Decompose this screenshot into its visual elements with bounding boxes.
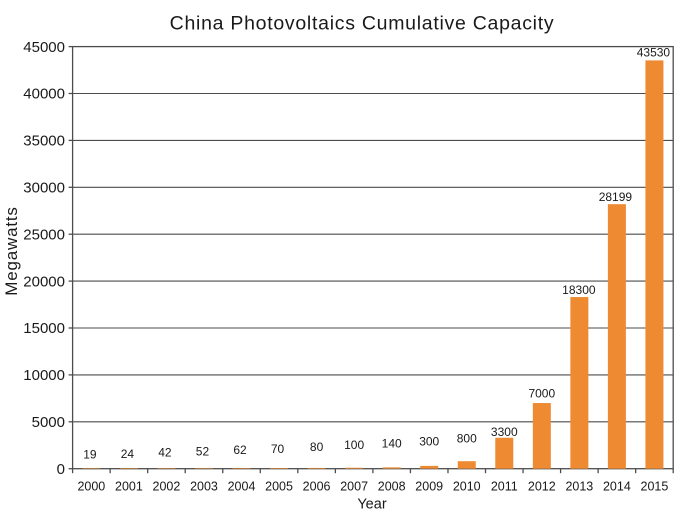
svg-text:80: 80 <box>310 440 324 454</box>
svg-text:42: 42 <box>158 446 172 460</box>
svg-text:15000: 15000 <box>23 320 65 337</box>
svg-text:2004: 2004 <box>228 480 256 494</box>
svg-text:2014: 2014 <box>603 480 631 494</box>
svg-text:140: 140 <box>382 437 402 451</box>
svg-text:2002: 2002 <box>153 480 181 494</box>
svg-text:2010: 2010 <box>453 480 481 494</box>
svg-text:35000: 35000 <box>23 133 65 150</box>
svg-text:300: 300 <box>419 435 439 449</box>
svg-text:2007: 2007 <box>340 480 368 494</box>
svg-text:0: 0 <box>57 461 65 478</box>
svg-text:Year: Year <box>357 497 386 513</box>
svg-text:28199: 28199 <box>599 190 633 204</box>
svg-text:70: 70 <box>271 442 285 456</box>
svg-text:52: 52 <box>196 445 210 459</box>
svg-text:2009: 2009 <box>415 480 443 494</box>
svg-text:24: 24 <box>121 447 135 461</box>
svg-text:2011: 2011 <box>491 480 518 494</box>
svg-text:10000: 10000 <box>23 367 65 384</box>
svg-text:5000: 5000 <box>32 414 65 431</box>
svg-text:43530: 43530 <box>637 45 671 59</box>
svg-text:2003: 2003 <box>190 480 218 494</box>
svg-text:100: 100 <box>344 438 364 452</box>
svg-text:2005: 2005 <box>265 480 293 494</box>
svg-text:2006: 2006 <box>303 480 331 494</box>
svg-text:30000: 30000 <box>23 180 65 197</box>
svg-text:18300: 18300 <box>562 283 596 297</box>
svg-text:Megawatts: Megawatts <box>2 206 21 295</box>
svg-text:China Photovoltaics Cumulative: China Photovoltaics Cumulative Capacity <box>170 13 555 35</box>
svg-text:25000: 25000 <box>23 226 65 243</box>
svg-text:62: 62 <box>233 443 247 457</box>
svg-text:3300: 3300 <box>491 425 518 439</box>
svg-text:800: 800 <box>457 432 477 446</box>
svg-text:2012: 2012 <box>528 480 556 494</box>
svg-text:2001: 2001 <box>115 480 143 494</box>
svg-text:2008: 2008 <box>378 480 406 494</box>
svg-text:20000: 20000 <box>23 273 65 290</box>
svg-text:2000: 2000 <box>77 480 105 494</box>
svg-text:19: 19 <box>83 448 97 462</box>
svg-text:2013: 2013 <box>565 480 593 494</box>
svg-text:45000: 45000 <box>23 39 65 56</box>
svg-text:7000: 7000 <box>528 386 555 400</box>
svg-text:40000: 40000 <box>23 86 65 103</box>
svg-text:2015: 2015 <box>641 480 669 494</box>
